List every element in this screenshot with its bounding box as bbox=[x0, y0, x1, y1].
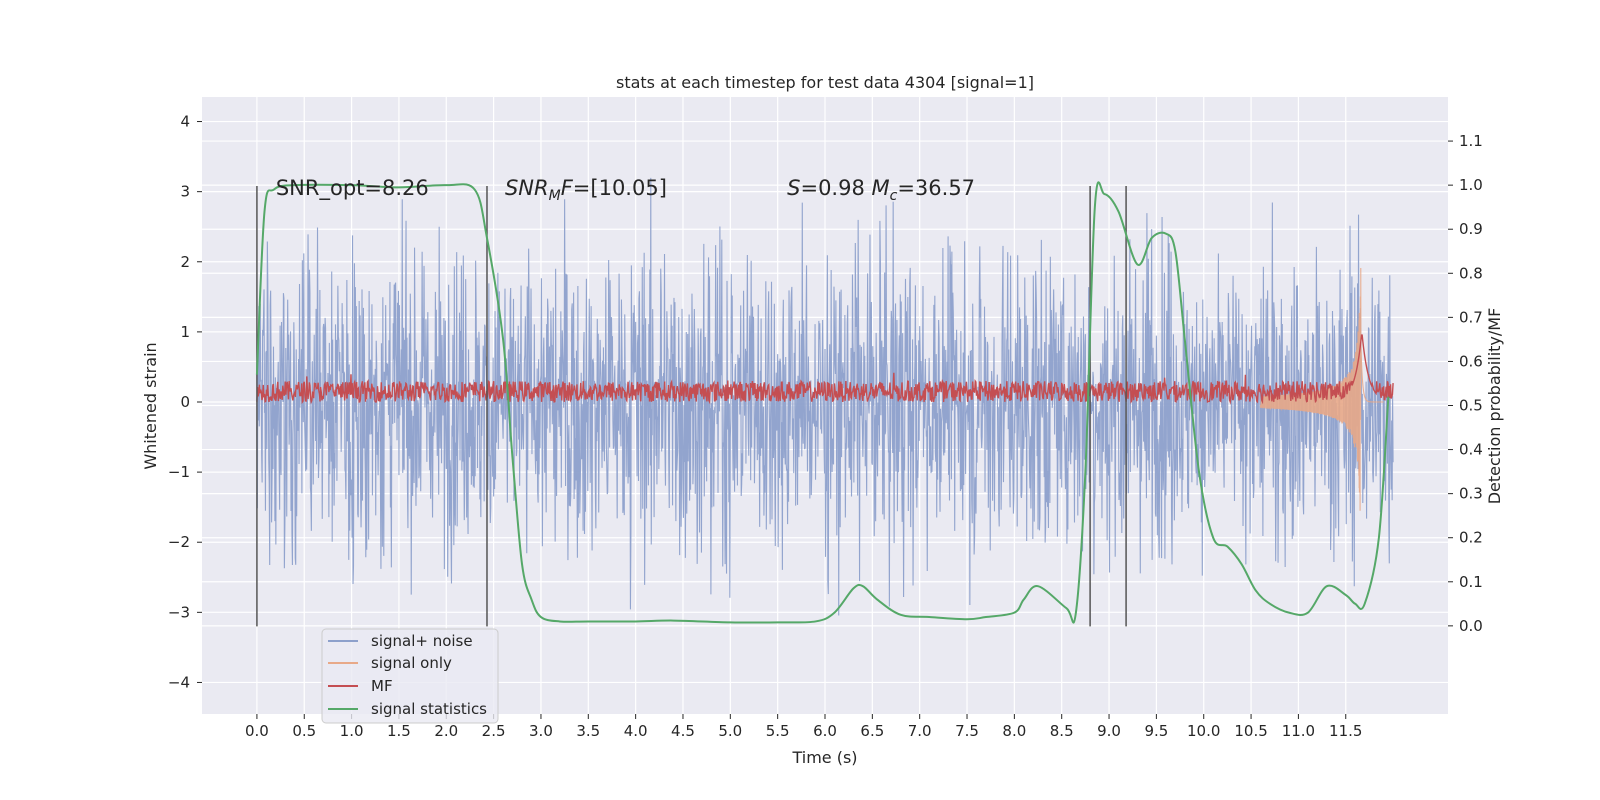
y-axis-right-label: Detection probability/MF bbox=[1485, 308, 1504, 505]
x-tick-label: 11.0 bbox=[1282, 722, 1315, 740]
legend-label-signal-noise: signal+ noise bbox=[371, 632, 473, 650]
y-right-tick-label: 0.2 bbox=[1459, 529, 1483, 547]
y-left-tick-label: −4 bbox=[168, 673, 190, 691]
annotations: SNR_opt=8.26 SNRMF=[10.05] S=0.98 Mc=36.57 bbox=[276, 176, 975, 204]
line-signal-noise bbox=[256, 177, 1394, 616]
y-right-tick-label: 1.1 bbox=[1459, 132, 1483, 150]
legend: signal+ noise signal only MF signal stat… bbox=[321, 628, 499, 724]
series-mf bbox=[256, 334, 1394, 405]
y-axis-right-ticks: 0.0 0.1 0.2 0.3 0.4 0.5 0.6 0.7 0.8 0.9 1.0 1.1 bbox=[1448, 132, 1483, 635]
y-left-tick-label: 3 bbox=[180, 183, 190, 201]
x-tick-label: 1.5 bbox=[387, 722, 411, 740]
x-tick-label: 6.0 bbox=[813, 722, 837, 740]
series-signal-statistics bbox=[255, 181, 1390, 624]
vertical-markers bbox=[256, 186, 1127, 627]
x-tick-label: 0.5 bbox=[292, 722, 316, 740]
y-left-tick-label: 4 bbox=[180, 113, 190, 131]
legend-box bbox=[321, 628, 499, 724]
x-tick-label: 1.0 bbox=[340, 722, 364, 740]
x-tick-label: 3.0 bbox=[529, 722, 553, 740]
y-right-tick-label: 0.8 bbox=[1459, 264, 1483, 282]
x-tick-label: 2.0 bbox=[434, 722, 458, 740]
x-tick-label: 5.5 bbox=[766, 722, 790, 740]
x-axis-label: Time (s) bbox=[791, 748, 857, 767]
x-tick-label: 0.0 bbox=[245, 722, 269, 740]
x-tick-label: 7.0 bbox=[908, 722, 932, 740]
x-tick-label: 4.0 bbox=[624, 722, 648, 740]
x-tick-label: 7.5 bbox=[955, 722, 979, 740]
legend-label-mf: MF bbox=[371, 677, 393, 695]
x-tick-label: 9.5 bbox=[1144, 722, 1168, 740]
y-right-tick-label: 0.0 bbox=[1459, 617, 1483, 635]
x-tick-label: 10.0 bbox=[1187, 722, 1220, 740]
annotation-1: SNRMF=[10.05] bbox=[505, 176, 667, 204]
y-right-tick-label: 0.4 bbox=[1459, 441, 1483, 459]
y-right-tick-label: 1.0 bbox=[1459, 176, 1483, 194]
chart-title: stats at each timestep for test data 430… bbox=[616, 73, 1034, 92]
x-tick-label: 10.5 bbox=[1234, 722, 1267, 740]
legend-label-signal-statistics: signal statistics bbox=[371, 700, 487, 718]
y-left-tick-label: −2 bbox=[168, 533, 190, 551]
x-tick-label: 11.5 bbox=[1329, 722, 1362, 740]
y-left-tick-label: −3 bbox=[168, 603, 190, 621]
line-mf bbox=[256, 334, 1394, 405]
y-right-tick-label: 0.7 bbox=[1459, 308, 1483, 326]
y-right-tick-label: 0.3 bbox=[1459, 485, 1483, 503]
y-right-tick-label: 0.9 bbox=[1459, 220, 1483, 238]
y-left-tick-label: 1 bbox=[180, 323, 190, 341]
x-tick-label: 9.0 bbox=[1097, 722, 1121, 740]
y-left-tick-label: −1 bbox=[168, 463, 190, 481]
x-tick-label: 8.0 bbox=[1002, 722, 1026, 740]
y-right-tick-label: 0.5 bbox=[1459, 397, 1483, 415]
annotation-2: S=0.98 Mc=36.57 bbox=[787, 176, 975, 204]
x-tick-label: 8.5 bbox=[1050, 722, 1074, 740]
legend-label-signal-only: signal only bbox=[371, 654, 452, 672]
series-signal-noise bbox=[256, 177, 1394, 616]
x-tick-label: 2.5 bbox=[482, 722, 506, 740]
x-tick-label: 3.5 bbox=[576, 722, 600, 740]
x-tick-label: 4.5 bbox=[671, 722, 695, 740]
y-left-tick-label: 2 bbox=[180, 253, 190, 271]
x-tick-label: 5.0 bbox=[718, 722, 742, 740]
annotation-0: SNR_opt=8.26 bbox=[276, 176, 429, 201]
y-right-tick-label: 0.1 bbox=[1459, 573, 1483, 591]
y-axis-left-label: Whitened strain bbox=[141, 342, 160, 469]
y-right-tick-label: 0.6 bbox=[1459, 352, 1483, 370]
x-tick-label: 6.5 bbox=[860, 722, 884, 740]
line-signal-statistics bbox=[255, 181, 1390, 624]
x-axis-ticks: 0.0 0.5 1.0 1.5 2.0 2.5 3.0 3.5 4.0 4.5 5.0 5.5 6.0 6… bbox=[245, 714, 1362, 740]
y-axis-left-ticks: −4 −3 −2 −1 0 1 2 3 4 bbox=[168, 113, 202, 691]
y-left-tick-label: 0 bbox=[180, 393, 190, 411]
